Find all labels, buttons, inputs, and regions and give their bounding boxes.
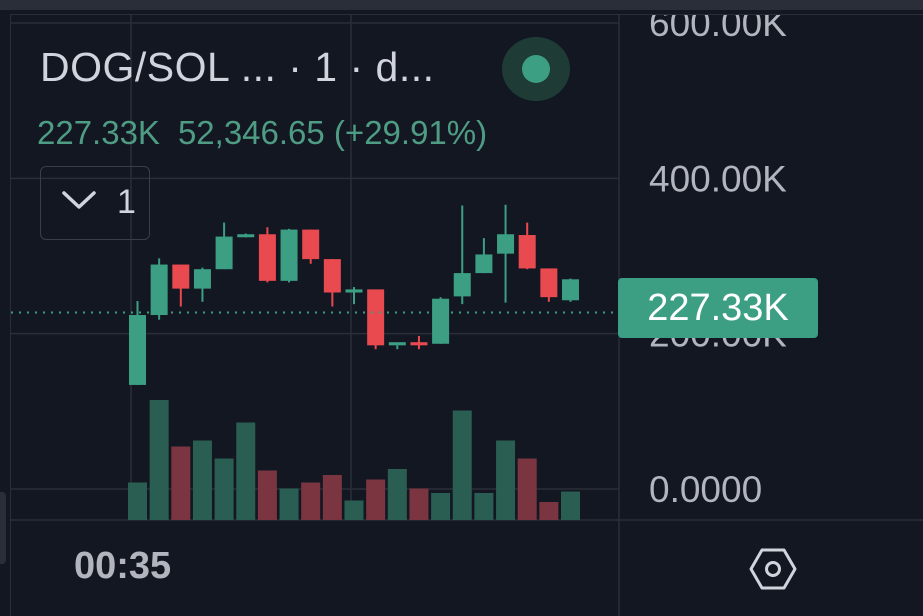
volume-bar bbox=[474, 493, 494, 520]
candle-body bbox=[237, 234, 255, 238]
candle-body bbox=[215, 236, 233, 270]
volume-bar bbox=[192, 440, 212, 520]
volume-bar bbox=[387, 469, 407, 520]
candle-body bbox=[562, 279, 579, 301]
candle-body bbox=[302, 229, 320, 260]
volume-bar bbox=[366, 479, 386, 520]
candle-body bbox=[518, 235, 536, 269]
candle-body bbox=[193, 269, 211, 289]
candle-body bbox=[345, 289, 363, 293]
volume-bar bbox=[214, 458, 234, 520]
candle-body bbox=[150, 264, 168, 316]
y-tick-label: 0.0000 bbox=[649, 469, 762, 510]
candle-body bbox=[497, 234, 515, 254]
candle-body bbox=[410, 342, 428, 346]
volume-bar bbox=[301, 482, 321, 520]
indicator-count: 1 bbox=[117, 183, 136, 221]
candle-body bbox=[453, 273, 471, 297]
hexagon-settings-icon[interactable] bbox=[748, 544, 798, 594]
symbol-title[interactable]: DOG/SOL ... · 1 · d... bbox=[40, 44, 435, 90]
status-dot-icon bbox=[502, 37, 570, 101]
candle-body bbox=[540, 268, 558, 298]
volume-bar bbox=[322, 475, 342, 520]
volume-bar bbox=[431, 493, 451, 520]
candle-body bbox=[388, 342, 406, 346]
side-drag-handle[interactable] bbox=[0, 492, 6, 564]
volume-bar bbox=[171, 446, 191, 520]
legend-change: 52,346.65 (+29.91%) bbox=[177, 114, 488, 151]
chevron-down-icon bbox=[62, 191, 96, 209]
volume-bar bbox=[149, 400, 169, 520]
y-tick-label: 600.00K bbox=[649, 15, 787, 44]
volume-bar bbox=[496, 440, 516, 520]
candle-body bbox=[129, 315, 146, 385]
top-bar bbox=[0, 0, 923, 10]
status-dot-inner bbox=[522, 55, 550, 83]
legend-values: 227.33K 52,346.65 (+29.91%) bbox=[37, 114, 505, 152]
candle-body bbox=[323, 259, 341, 293]
volume-bar bbox=[452, 410, 472, 520]
volume-bar bbox=[539, 502, 559, 520]
candle-body bbox=[367, 289, 385, 346]
volume-bar bbox=[279, 488, 299, 520]
volume-bar bbox=[257, 470, 277, 520]
candle-body bbox=[432, 298, 450, 344]
collapse-indicators-button[interactable]: 1 bbox=[40, 166, 150, 240]
crosshair-time-label: 00:35 bbox=[74, 545, 172, 587]
candle-body bbox=[280, 229, 298, 281]
candle-body bbox=[258, 234, 276, 281]
volume-bar bbox=[128, 482, 147, 520]
volume-bar bbox=[409, 488, 429, 520]
volume-bar bbox=[236, 422, 256, 520]
y-tick-label: 400.00K bbox=[649, 158, 787, 199]
candle-body bbox=[172, 264, 190, 289]
legend-last-price: 227.33K bbox=[37, 114, 160, 151]
volume-bar bbox=[344, 500, 364, 520]
last-price-tag: 227.33K bbox=[618, 278, 818, 338]
volume-bar bbox=[517, 458, 537, 520]
volume-bar bbox=[561, 491, 580, 520]
candle-body bbox=[475, 254, 493, 274]
